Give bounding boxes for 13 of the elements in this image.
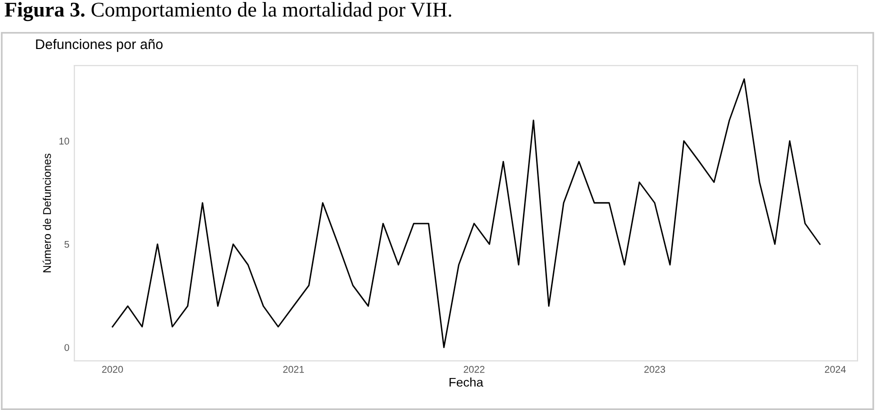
y-tick-label: 0 <box>64 344 70 351</box>
chart-subtitle: Defunciones por año <box>36 38 163 52</box>
chart-title: Figura 3. Comportamiento de la mortalidad por VIH. <box>4 2 452 22</box>
x-tick-label: 2024 <box>824 366 846 373</box>
x-tick-label: 2023 <box>644 366 666 373</box>
x-axis-title: Fecha <box>450 378 484 387</box>
x-tick-label: 2021 <box>283 366 304 373</box>
y-tick-label: 10 <box>59 138 70 145</box>
line-series <box>112 78 821 348</box>
x-tick-label: 2020 <box>102 366 123 373</box>
y-axis-title: Número de Defunciones <box>42 154 51 272</box>
y-tick-label: 5 <box>64 241 70 248</box>
x-tick-label: 2022 <box>464 366 484 373</box>
